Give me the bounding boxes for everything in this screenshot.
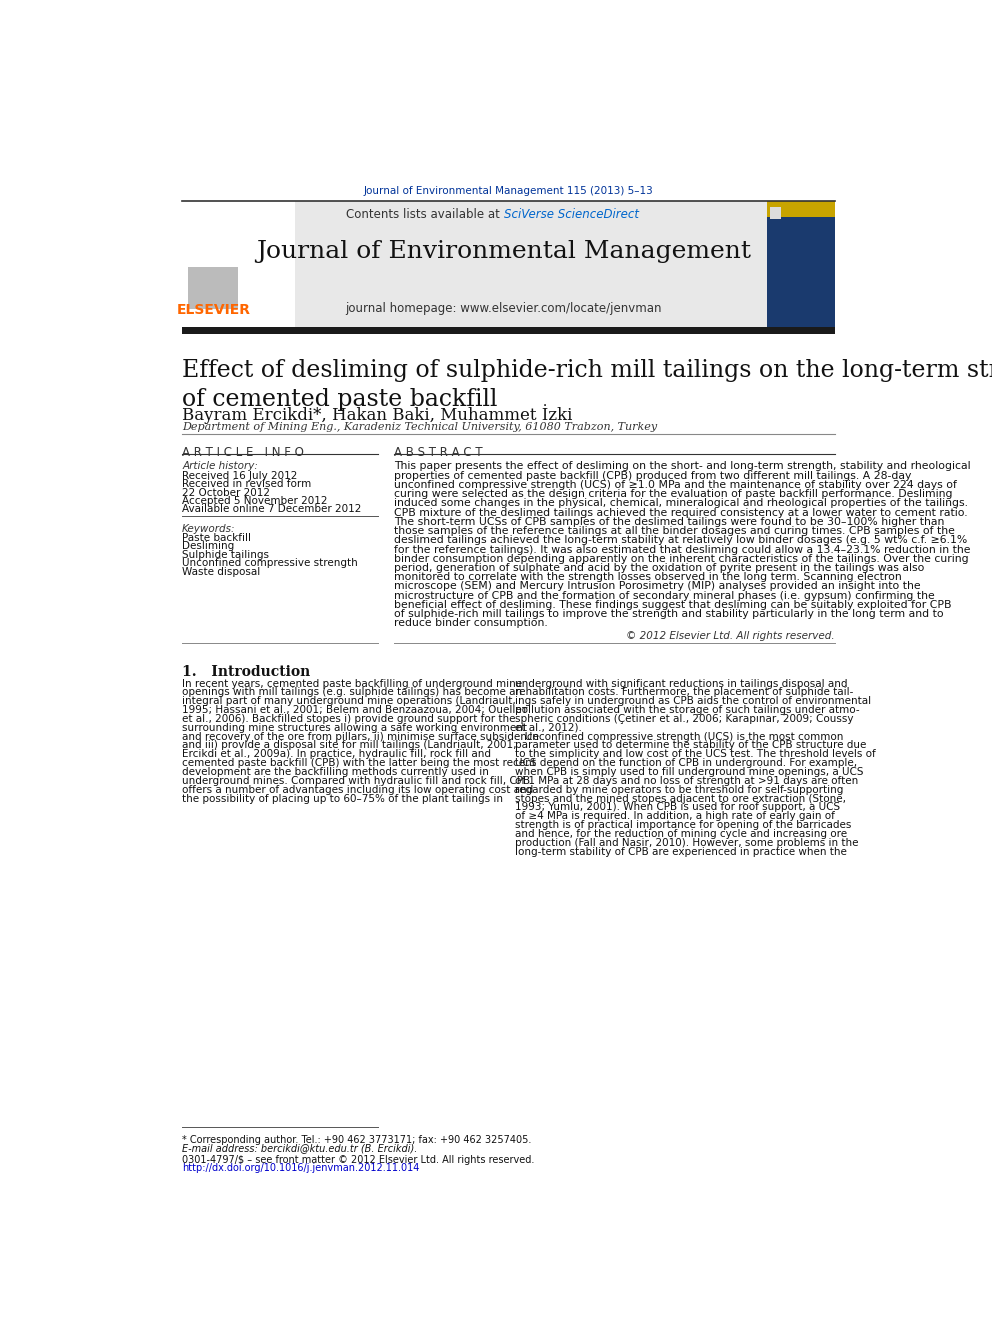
Text: Article history:: Article history: (183, 462, 258, 471)
Text: and recovery of the ore from pillars, ii) minimise surface subsidence: and recovery of the ore from pillars, ii… (183, 732, 539, 742)
Text: A B S T R A C T: A B S T R A C T (394, 446, 482, 459)
Text: Ercikdi et al., 2009a). In practice, hydraulic fill, rock fill and: Ercikdi et al., 2009a). In practice, hyd… (183, 749, 491, 759)
Text: curing were selected as the design criteria for the evaluation of paste backfill: curing were selected as the design crite… (394, 490, 952, 499)
Text: binder consumption depending apparently on the inherent characteristics of the t: binder consumption depending apparently … (394, 554, 968, 564)
Text: Department of Mining Eng., Karadeniz Technical University, 61080 Trabzon, Turkey: Department of Mining Eng., Karadeniz Tec… (183, 422, 658, 433)
Text: ings safely in underground as CPB aids the control of environmental: ings safely in underground as CPB aids t… (515, 696, 871, 706)
Text: Journal of Environmental Management: Journal of Environmental Management (256, 239, 751, 263)
Text: those samples of the reference tailings at all the binder dosages and curing tim: those samples of the reference tailings … (394, 527, 954, 536)
Bar (767, 201, 834, 328)
Text: and iii) provide a disposal site for mill tailings (Landriault, 2001;: and iii) provide a disposal site for mil… (183, 741, 517, 750)
Text: Available online 7 December 2012: Available online 7 December 2012 (183, 504, 361, 515)
Text: pollution associated with the storage of such tailings under atmo-: pollution associated with the storage of… (515, 705, 859, 714)
Text: for the reference tailings). It was also estimated that desliming could allow a : for the reference tailings). It was also… (394, 545, 970, 554)
Text: deslimed tailings achieved the long-term stability at relatively low binder dosa: deslimed tailings achieved the long-term… (394, 536, 967, 545)
Bar (183, 201, 834, 328)
Text: UCS depend on the function of CPB in underground. For example,: UCS depend on the function of CPB in und… (515, 758, 857, 769)
Text: induced some changes in the physical, chemical, mineralogical and rheological pr: induced some changes in the physical, ch… (394, 499, 968, 508)
Text: journal homepage: www.elsevier.com/locate/jenvman: journal homepage: www.elsevier.com/locat… (345, 303, 662, 315)
Text: of ≥4 MPa is required. In addition, a high rate of early gain of: of ≥4 MPa is required. In addition, a hi… (515, 811, 834, 822)
Text: ELSEVIER: ELSEVIER (177, 303, 251, 316)
Text: Desliming: Desliming (183, 541, 234, 552)
Text: to the simplicity and low cost of the UCS test. The threshold levels of: to the simplicity and low cost of the UC… (515, 749, 875, 759)
Text: Accepted 5 November 2012: Accepted 5 November 2012 (183, 496, 327, 505)
Text: and hence, for the reduction of mining cycle and increasing ore: and hence, for the reduction of mining c… (515, 830, 847, 839)
Text: Unconfined compressive strength (UCS) is the most common: Unconfined compressive strength (UCS) is… (515, 732, 843, 742)
Text: integral part of many underground mine operations (Landriault,: integral part of many underground mine o… (183, 696, 516, 706)
Text: A R T I C L E   I N F O: A R T I C L E I N F O (183, 446, 304, 459)
Text: of sulphide-rich mill tailings to improve the strength and stability particularl: of sulphide-rich mill tailings to improv… (394, 609, 943, 619)
Text: http://dx.doi.org/10.1016/j.jenvman.2012.11.014: http://dx.doi.org/10.1016/j.jenvman.2012… (183, 1163, 420, 1174)
Text: production (Fall and Nasir, 2010). However, some problems in the: production (Fall and Nasir, 2010). Howev… (515, 837, 858, 848)
Text: spheric conditions (Çetiner et al., 2006; Karapınar, 2009; Coussy: spheric conditions (Çetiner et al., 2006… (515, 714, 853, 724)
Text: rehabilitation costs. Furthermore, the placement of sulphide tail-: rehabilitation costs. Furthermore, the p… (515, 688, 853, 697)
Text: regarded by mine operators to be threshold for self-supporting: regarded by mine operators to be thresho… (515, 785, 843, 795)
Text: SciVerse ScienceDirect: SciVerse ScienceDirect (504, 209, 639, 221)
Text: openings with mill tailings (e.g. sulphide tailings) has become an: openings with mill tailings (e.g. sulphi… (183, 688, 522, 697)
Text: CPB mixture of the deslimed tailings achieved the required consistency at a lowe: CPB mixture of the deslimed tailings ach… (394, 508, 967, 517)
Text: development are the backfilling methods currently used in: development are the backfilling methods … (183, 767, 489, 777)
Text: strength is of practical importance for opening of the barricades: strength is of practical importance for … (515, 820, 851, 831)
Text: Received in revised form: Received in revised form (183, 479, 311, 490)
Text: of 1 MPa at 28 days and no loss of strength at >91 days are often: of 1 MPa at 28 days and no loss of stren… (515, 775, 858, 786)
Text: 1993; Yumlu, 2001). When CPB is used for roof support, a UCS: 1993; Yumlu, 2001). When CPB is used for… (515, 803, 839, 812)
Text: Waste disposal: Waste disposal (183, 566, 260, 577)
Text: when CPB is simply used to fill underground mine openings, a UCS: when CPB is simply used to fill undergro… (515, 767, 863, 777)
Text: Paste backfill: Paste backfill (183, 533, 251, 542)
Bar (770, 208, 782, 218)
Text: period, generation of sulphate and acid by the oxidation of pyrite present in th: period, generation of sulphate and acid … (394, 564, 925, 573)
Text: cemented paste backfill (CPB) with the latter being the most recent: cemented paste backfill (CPB) with the l… (183, 758, 536, 769)
Text: unconfined compressive strength (UCS) of ≥1.0 MPa and the maintenance of stabili: unconfined compressive strength (UCS) of… (394, 480, 956, 490)
Bar (183, 201, 295, 328)
Text: This paper presents the effect of desliming on the short- and long-term strength: This paper presents the effect of deslim… (394, 462, 970, 471)
Text: 22 October 2012: 22 October 2012 (183, 488, 270, 497)
Bar (183, 327, 834, 333)
Text: the possibility of placing up to 60–75% of the plant tailings in: the possibility of placing up to 60–75% … (183, 794, 503, 803)
Text: parameter used to determine the stability of the CPB structure due: parameter used to determine the stabilit… (515, 741, 866, 750)
Text: properties of cemented paste backfill (CPB) produced from two different mill tai: properties of cemented paste backfill (C… (394, 471, 911, 480)
Text: reduce binder consumption.: reduce binder consumption. (394, 618, 548, 628)
Bar (767, 201, 834, 217)
Text: Contents lists available at: Contents lists available at (346, 209, 504, 221)
Text: microscope (SEM) and Mercury Intrusion Porosimetry (MIP) analyses provided an in: microscope (SEM) and Mercury Intrusion P… (394, 582, 921, 591)
Text: long-term stability of CPB are experienced in practice when the: long-term stability of CPB are experienc… (515, 847, 846, 857)
Text: underground with significant reductions in tailings disposal and: underground with significant reductions … (515, 679, 847, 688)
Text: The short-term UCSs of CPB samples of the deslimed tailings were found to be 30–: The short-term UCSs of CPB samples of th… (394, 517, 944, 527)
Text: Keywords:: Keywords: (183, 524, 236, 533)
Text: E-mail address: bercikdi@ktu.edu.tr (B. Ercikdi).: E-mail address: bercikdi@ktu.edu.tr (B. … (183, 1143, 418, 1154)
Text: monitored to correlate with the strength losses observed in the long term. Scann: monitored to correlate with the strength… (394, 573, 902, 582)
Text: Sulphide tailings: Sulphide tailings (183, 550, 269, 560)
Bar (187, 266, 238, 308)
Text: beneficial effect of desliming. These findings suggest that desliming can be sui: beneficial effect of desliming. These fi… (394, 599, 951, 610)
Text: underground mines. Compared with hydraulic fill and rock fill, CPB: underground mines. Compared with hydraul… (183, 775, 531, 786)
Text: stopes and the mined stopes adjacent to ore extraction (Stone,: stopes and the mined stopes adjacent to … (515, 794, 845, 803)
Text: * Corresponding author. Tel.: +90 462 3773171; fax: +90 462 3257405.: * Corresponding author. Tel.: +90 462 37… (183, 1135, 532, 1146)
Text: Bayram Ercikdi*, Hakan Baki, Muhammet İzki: Bayram Ercikdi*, Hakan Baki, Muhammet İz… (183, 404, 572, 423)
Text: Effect of desliming of sulphide-rich mill tailings on the long-term strength
of : Effect of desliming of sulphide-rich mil… (183, 359, 992, 411)
Text: offers a number of advantages including its low operating cost and: offers a number of advantages including … (183, 785, 534, 795)
Text: In recent years, cemented paste backfilling of underground mine: In recent years, cemented paste backfill… (183, 679, 522, 688)
Text: et al., 2012).: et al., 2012). (515, 722, 581, 733)
Text: Unconfined compressive strength: Unconfined compressive strength (183, 558, 358, 569)
Text: 1.   Introduction: 1. Introduction (183, 664, 310, 679)
Text: © 2012 Elsevier Ltd. All rights reserved.: © 2012 Elsevier Ltd. All rights reserved… (626, 631, 834, 640)
Text: et al., 2006). Backfilled stopes i) provide ground support for the: et al., 2006). Backfilled stopes i) prov… (183, 714, 516, 724)
Text: Received 16 July 2012: Received 16 July 2012 (183, 471, 298, 480)
Text: surrounding mine structures allowing a safe working environment: surrounding mine structures allowing a s… (183, 722, 527, 733)
Text: Journal of Environmental Management 115 (2013) 5–13: Journal of Environmental Management 115 … (363, 187, 654, 196)
Text: 0301-4797/$ – see front matter © 2012 Elsevier Ltd. All rights reserved.: 0301-4797/$ – see front matter © 2012 El… (183, 1155, 535, 1166)
Text: microstructure of CPB and the formation of secondary mineral phases (i.e. gypsum: microstructure of CPB and the formation … (394, 591, 934, 601)
Text: 1995; Hassani et al., 2001; Belem and Benzaazoua, 2004; Ouellет: 1995; Hassani et al., 2001; Belem and Be… (183, 705, 528, 714)
